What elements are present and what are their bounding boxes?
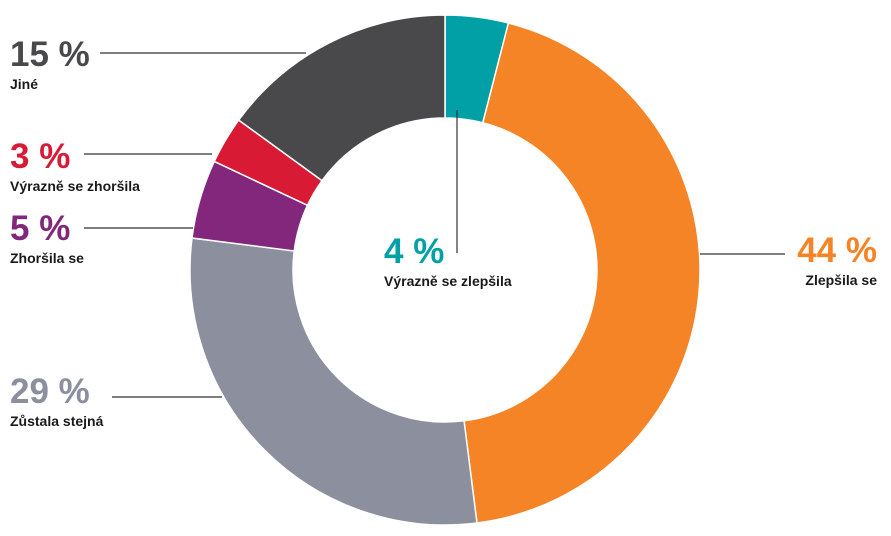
- donut-slices: [189, 14, 701, 526]
- value-label-vyrazne-se-zlepsila: 4 %: [384, 232, 444, 271]
- category-label-jine: Jiné: [10, 76, 38, 92]
- value-label-zlepsila-se: 44 %: [797, 231, 877, 270]
- slice-labels: 4 % Výrazně se zlepšila 44 % Zlepšila se 29 …: [10, 35, 877, 429]
- value-label-vyrazne-se-zhorsila: 3 %: [10, 137, 70, 176]
- slice-zustala-stejna: [189, 237, 478, 526]
- category-label-zustala-stejna: Zůstala stejná: [10, 413, 104, 429]
- leader-lines: [84, 52, 785, 398]
- value-label-jine: 15 %: [10, 35, 90, 74]
- category-label-zhorsila-se: Zhoršila se: [10, 250, 84, 266]
- category-label-vyrazne-se-zlepsila: Výrazně se zlepšila: [384, 273, 512, 289]
- value-label-zustala-stejna: 29 %: [10, 372, 90, 411]
- category-label-zlepsila-se: Zlepšila se: [805, 272, 877, 288]
- slice-zlepsila-se: [463, 22, 701, 524]
- slice-jine: [237, 14, 446, 182]
- value-label-zhorsila-se: 5 %: [10, 209, 70, 248]
- category-label-vyrazne-se-zhorsila: Výrazně se zhoršila: [10, 178, 140, 194]
